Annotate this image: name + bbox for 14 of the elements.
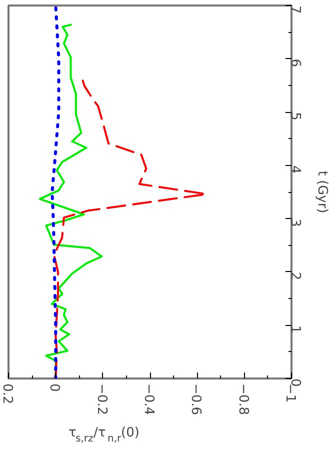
- x-tick-label: −0.4: [141, 384, 156, 416]
- y-tick-label: 3: [288, 218, 302, 227]
- x-tick-label: −0.8: [235, 384, 250, 416]
- y-tick-label: 1: [288, 325, 302, 334]
- x-tick-label: 0: [46, 384, 62, 392]
- y-tick-label: 2: [288, 272, 302, 280]
- x-tick-label: −0.6: [188, 384, 204, 416]
- y-tick-label: 6: [288, 58, 302, 68]
- y-tick-label: 7: [288, 6, 302, 14]
- y-tick-label: 4: [288, 165, 302, 174]
- y-axis-title: t (Gyr): [314, 170, 330, 214]
- x-tick-label: 0.2: [0, 384, 14, 404]
- y-tick-label: 5: [288, 112, 302, 120]
- x-tick-label: −0.2: [94, 384, 109, 416]
